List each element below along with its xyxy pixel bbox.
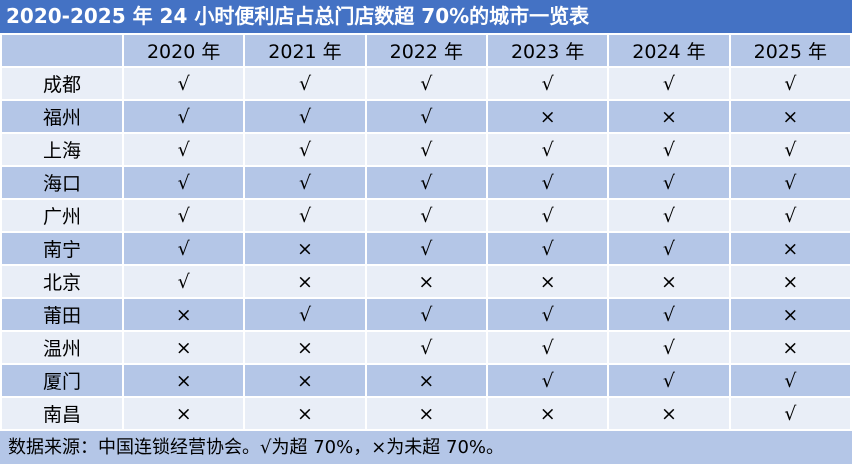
check-mark-cell: √	[607, 330, 731, 365]
city-cell: 上海	[0, 132, 124, 167]
check-mark-cell: √	[485, 132, 610, 167]
cross-mark-cell: ×	[121, 297, 246, 332]
check-mark-cell: √	[364, 165, 488, 200]
header-cell: 2022 年	[364, 33, 488, 68]
table-row: 莆田 × √ √ √ √ ×	[0, 297, 852, 332]
check-mark-cell: √	[364, 66, 488, 101]
cross-mark-cell: ×	[121, 396, 246, 431]
cross-mark-cell: ×	[607, 99, 731, 134]
cross-mark-cell: ×	[728, 297, 852, 332]
check-mark-cell: √	[243, 165, 367, 200]
table-row: 广州 √ √ √ √ √ √	[0, 198, 852, 233]
city-cell: 福州	[0, 99, 124, 134]
table-row: 海口 √ √ √ √ √ √	[0, 165, 852, 200]
city-cell: 南宁	[0, 231, 124, 266]
header-cell: 2025 年	[728, 33, 852, 68]
check-mark-cell: √	[121, 66, 246, 101]
check-mark-cell: √	[364, 231, 488, 266]
check-mark-cell: √	[485, 330, 610, 365]
check-mark-cell: √	[121, 264, 246, 299]
cross-mark-cell: ×	[121, 330, 246, 365]
cross-mark-cell: ×	[364, 396, 488, 431]
cross-mark-cell: ×	[607, 264, 731, 299]
check-mark-cell: √	[607, 198, 731, 233]
header-cell: 2021 年	[243, 33, 367, 68]
table-row: 温州 × × √ √ √ ×	[0, 330, 852, 365]
check-mark-cell: √	[364, 99, 488, 134]
source-note: 数据来源：中国连锁经营协会。√为超 70%，×为未超 70%。	[0, 431, 852, 464]
check-mark-cell: √	[728, 363, 852, 398]
check-mark-cell: √	[728, 198, 852, 233]
header-cell: 2020 年	[121, 33, 246, 68]
cross-mark-cell: ×	[243, 231, 367, 266]
check-mark-cell: √	[121, 165, 246, 200]
table-row: 福州 √ √ √ × × ×	[0, 99, 852, 134]
cross-mark-cell: ×	[485, 396, 610, 431]
check-mark-cell: √	[121, 132, 246, 167]
city-cell: 莆田	[0, 297, 124, 332]
check-mark-cell: √	[485, 297, 610, 332]
check-mark-cell: √	[121, 99, 246, 134]
check-mark-cell: √	[485, 165, 610, 200]
header-cell: 2024 年	[607, 33, 731, 68]
header-row: 2020 年 2021 年 2022 年 2023 年 2024 年 2025 …	[0, 33, 852, 68]
city-table: 2020 年 2021 年 2022 年 2023 年 2024 年 2025 …	[0, 33, 852, 431]
table-row: 南昌 × × × × × √	[0, 396, 852, 431]
check-mark-cell: √	[364, 198, 488, 233]
city-cell: 海口	[0, 165, 124, 200]
check-mark-cell: √	[364, 297, 488, 332]
cross-mark-cell: ×	[728, 264, 852, 299]
table-row: 厦门 × × × √ √ √	[0, 363, 852, 398]
check-mark-cell: √	[728, 396, 852, 431]
check-mark-cell: √	[607, 165, 731, 200]
cross-mark-cell: ×	[243, 363, 367, 398]
cross-mark-cell: ×	[485, 99, 610, 134]
check-mark-cell: √	[243, 66, 367, 101]
cross-mark-cell: ×	[243, 330, 367, 365]
check-mark-cell: √	[607, 66, 731, 101]
check-mark-cell: √	[121, 198, 246, 233]
check-mark-cell: √	[485, 66, 610, 101]
cross-mark-cell: ×	[364, 264, 488, 299]
check-mark-cell: √	[243, 99, 367, 134]
header-cell: 2023 年	[485, 33, 610, 68]
table-row: 成都 √ √ √ √ √ √	[0, 66, 852, 101]
check-mark-cell: √	[243, 132, 367, 167]
table-title: 2020-2025 年 24 小时便利店占总门店数超 70%的城市一览表	[0, 0, 852, 33]
city-cell: 北京	[0, 264, 124, 299]
cross-mark-cell: ×	[364, 363, 488, 398]
table-row: 北京 √ × × × × ×	[0, 264, 852, 299]
city-cell: 厦门	[0, 363, 124, 398]
check-mark-cell: √	[364, 132, 488, 167]
cross-mark-cell: ×	[243, 396, 367, 431]
check-mark-cell: √	[607, 132, 731, 167]
check-mark-cell: √	[121, 231, 246, 266]
header-cell	[0, 33, 124, 68]
check-mark-cell: √	[485, 198, 610, 233]
check-mark-cell: √	[607, 297, 731, 332]
city-cell: 广州	[0, 198, 124, 233]
city-cell: 成都	[0, 66, 124, 101]
check-mark-cell: √	[243, 198, 367, 233]
city-cell: 南昌	[0, 396, 124, 431]
check-mark-cell: √	[728, 66, 852, 101]
cross-mark-cell: ×	[243, 264, 367, 299]
check-mark-cell: √	[607, 231, 731, 266]
cross-mark-cell: ×	[728, 231, 852, 266]
table-row: 南宁 √ × √ √ √ ×	[0, 231, 852, 266]
check-mark-cell: √	[364, 330, 488, 365]
check-mark-cell: √	[485, 363, 610, 398]
cross-mark-cell: ×	[607, 396, 731, 431]
check-mark-cell: √	[243, 297, 367, 332]
table-row: 上海 √ √ √ √ √ √	[0, 132, 852, 167]
check-mark-cell: √	[607, 363, 731, 398]
cross-mark-cell: ×	[121, 363, 246, 398]
check-mark-cell: √	[728, 165, 852, 200]
city-cell: 温州	[0, 330, 124, 365]
cross-mark-cell: ×	[728, 330, 852, 365]
check-mark-cell: √	[728, 132, 852, 167]
cross-mark-cell: ×	[728, 99, 852, 134]
check-mark-cell: √	[485, 231, 610, 266]
cross-mark-cell: ×	[485, 264, 610, 299]
